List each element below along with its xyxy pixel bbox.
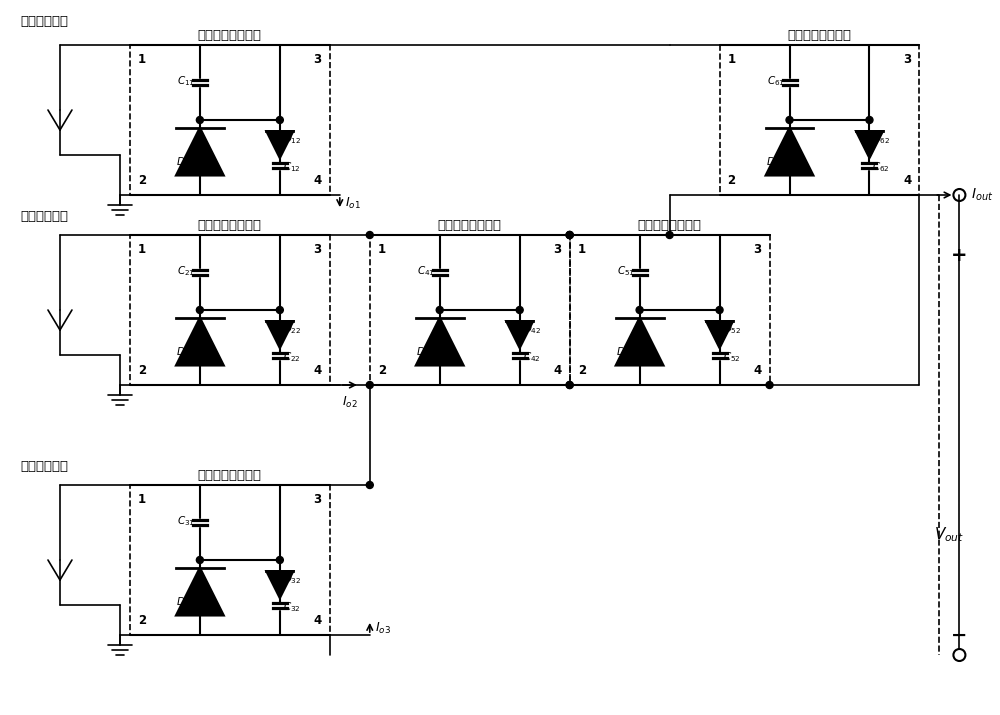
Text: 1: 1 (138, 493, 146, 506)
Polygon shape (266, 321, 293, 348)
Text: $D_{21}$: $D_{21}$ (176, 345, 195, 360)
Circle shape (276, 556, 283, 563)
Circle shape (196, 307, 203, 313)
Text: $C_{61}$: $C_{61}$ (767, 74, 785, 89)
Text: $D_{32}$: $D_{32}$ (283, 572, 301, 586)
Text: 第六倍压整流网络: 第六倍压整流网络 (787, 29, 851, 42)
Circle shape (566, 232, 573, 239)
Text: 1: 1 (378, 243, 386, 256)
Text: $C_{62}$: $C_{62}$ (872, 161, 890, 174)
Text: 3: 3 (753, 243, 762, 256)
Text: 2: 2 (138, 174, 146, 187)
Circle shape (566, 232, 573, 239)
Text: 2: 2 (138, 614, 146, 627)
Circle shape (666, 232, 673, 239)
Text: $D_{22}$: $D_{22}$ (283, 322, 301, 335)
Text: 3: 3 (554, 243, 562, 256)
Text: 4: 4 (753, 364, 762, 377)
Text: 2: 2 (138, 364, 146, 377)
Polygon shape (176, 317, 224, 365)
Text: $V_{out}$: $V_{out}$ (934, 526, 965, 544)
Polygon shape (266, 131, 293, 158)
Circle shape (516, 307, 523, 313)
Text: 2: 2 (578, 364, 586, 377)
Text: $D_{51}$: $D_{51}$ (616, 345, 635, 360)
Text: +: + (951, 245, 968, 265)
Text: $D_{12}$: $D_{12}$ (283, 132, 301, 146)
Circle shape (566, 382, 573, 388)
Circle shape (196, 117, 203, 124)
Circle shape (366, 382, 373, 388)
Text: $D_{61}$: $D_{61}$ (766, 156, 785, 169)
Text: $I_{o2}$: $I_{o2}$ (342, 395, 357, 410)
Text: 3: 3 (903, 53, 911, 66)
Text: $C_{51}$: $C_{51}$ (617, 265, 635, 278)
Text: $D_{52}$: $D_{52}$ (723, 322, 741, 335)
Text: $I_{o3}$: $I_{o3}$ (375, 621, 391, 636)
Text: 第二倍压整流网络: 第二倍压整流网络 (198, 219, 262, 232)
Circle shape (766, 382, 773, 388)
Text: 第一倍压整流网络: 第一倍压整流网络 (198, 29, 262, 42)
Circle shape (636, 307, 643, 313)
Text: $C_{22}$: $C_{22}$ (283, 350, 301, 365)
Polygon shape (766, 127, 813, 175)
Text: 1: 1 (728, 53, 736, 66)
Polygon shape (706, 321, 733, 348)
Text: 2: 2 (728, 174, 736, 187)
Circle shape (196, 556, 203, 563)
Text: $I_{o1}$: $I_{o1}$ (345, 195, 361, 210)
Circle shape (436, 307, 443, 313)
Text: $C_{31}$: $C_{31}$ (177, 515, 195, 528)
Text: $C_{32}$: $C_{32}$ (283, 601, 301, 614)
Text: $D_{31}$: $D_{31}$ (176, 596, 195, 609)
Polygon shape (506, 321, 533, 348)
Text: 1: 1 (578, 243, 586, 256)
Text: 第二微带天线: 第二微带天线 (20, 210, 68, 223)
Circle shape (276, 117, 283, 124)
Polygon shape (416, 317, 464, 365)
Text: 4: 4 (314, 174, 322, 187)
Circle shape (366, 481, 373, 488)
Text: 4: 4 (903, 174, 911, 187)
Polygon shape (176, 568, 224, 616)
Polygon shape (176, 127, 224, 175)
Circle shape (366, 232, 373, 239)
Circle shape (866, 117, 873, 124)
Polygon shape (266, 571, 293, 598)
Text: $C_{12}$: $C_{12}$ (283, 161, 301, 174)
Text: 第三微带天线: 第三微带天线 (20, 460, 68, 473)
Circle shape (716, 307, 723, 313)
Text: $D_{62}$: $D_{62}$ (872, 132, 891, 146)
Text: $D_{11}$: $D_{11}$ (176, 156, 195, 169)
Text: 第五倍压整流网络: 第五倍压整流网络 (638, 219, 702, 232)
Text: 3: 3 (314, 53, 322, 66)
Circle shape (566, 232, 573, 239)
Text: 第四倍压整流网络: 第四倍压整流网络 (438, 219, 502, 232)
Circle shape (786, 117, 793, 124)
Text: $C_{11}$: $C_{11}$ (177, 74, 195, 89)
Text: $C_{41}$: $C_{41}$ (417, 265, 435, 278)
Polygon shape (856, 131, 883, 158)
Text: 1: 1 (138, 243, 146, 256)
Text: $C_{52}$: $C_{52}$ (723, 350, 740, 365)
Text: 4: 4 (553, 364, 562, 377)
Text: 第一微带天线: 第一微带天线 (20, 15, 68, 28)
Text: 1: 1 (138, 53, 146, 66)
Text: $D_{42}$: $D_{42}$ (523, 322, 541, 335)
Text: 第三倍压整流网络: 第三倍压整流网络 (198, 469, 262, 482)
Text: $C_{42}$: $C_{42}$ (523, 350, 540, 365)
Text: 4: 4 (314, 364, 322, 377)
Text: 2: 2 (378, 364, 386, 377)
Text: 4: 4 (314, 614, 322, 627)
Polygon shape (616, 317, 664, 365)
Text: −: − (951, 626, 968, 644)
Circle shape (566, 382, 573, 388)
Circle shape (276, 307, 283, 313)
Text: $D_{41}$: $D_{41}$ (416, 345, 435, 360)
Text: $C_{21}$: $C_{21}$ (177, 265, 195, 278)
Text: $I_{out}$: $I_{out}$ (971, 187, 994, 203)
Text: 3: 3 (314, 243, 322, 256)
Text: 3: 3 (314, 493, 322, 506)
